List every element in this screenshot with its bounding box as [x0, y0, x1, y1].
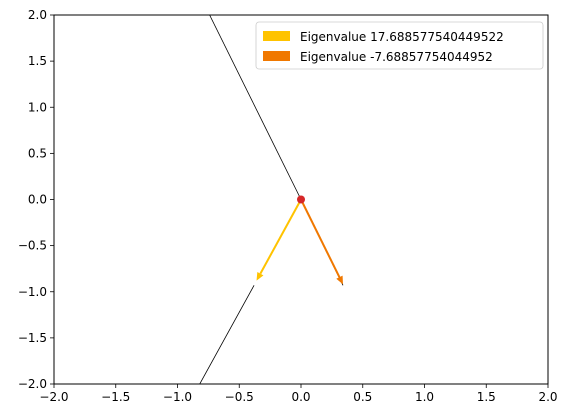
- y-tick-label: −0.5: [18, 239, 47, 253]
- eigenvector-arrow-shaft-0: [259, 199, 302, 275]
- y-tick-label: 0.0: [28, 193, 47, 207]
- legend-box: [255, 21, 544, 70]
- x-tick-label: −1.5: [101, 390, 130, 404]
- legend-swatch: [263, 51, 290, 61]
- y-tick-label: 0.5: [28, 146, 47, 160]
- x-tick-label: 0.5: [353, 390, 372, 404]
- eigenvector-arrow-head-0: [256, 271, 264, 281]
- line-segment-2: [199, 285, 255, 384]
- legend-label: Eigenvalue 17.688577540449522: [300, 30, 504, 44]
- x-axis: −2.0 −1.5 −1.0 −0.5 0.0 0.5 1.0 1.5 2.0: [39, 384, 558, 404]
- x-tick-label: 2.0: [538, 390, 557, 404]
- y-tick-label: 1.0: [28, 100, 47, 114]
- legend-swatch: [263, 31, 290, 41]
- y-axis: −2.0 −1.5 −1.0 −0.5 0.0 0.5 1.0 1.5 2.0: [18, 8, 54, 391]
- x-tick-label: 0.0: [291, 390, 310, 404]
- origin-point: [297, 195, 305, 204]
- line-segment-0: [209, 15, 302, 200]
- y-tick-label: −2.0: [18, 377, 47, 391]
- eigenvector-arrow-shaft-1: [300, 199, 341, 278]
- y-tick-label: 2.0: [28, 8, 47, 22]
- eigenvector-arrow-head-1: [336, 275, 343, 285]
- y-tick-label: 1.5: [28, 54, 47, 68]
- x-tick-label: 1.0: [415, 390, 434, 404]
- legend-label: Eigenvalue -7.68857754044952: [300, 50, 493, 64]
- x-tick-label: −1.0: [163, 390, 192, 404]
- x-tick-label: −2.0: [39, 390, 68, 404]
- x-tick-label: −0.5: [225, 390, 254, 404]
- y-tick-label: −1.5: [18, 331, 47, 345]
- y-tick-label: −1.0: [18, 285, 47, 299]
- legend: Eigenvalue 17.688577540449522 Eigenvalue …: [255, 21, 544, 70]
- x-tick-label: 1.5: [477, 390, 496, 404]
